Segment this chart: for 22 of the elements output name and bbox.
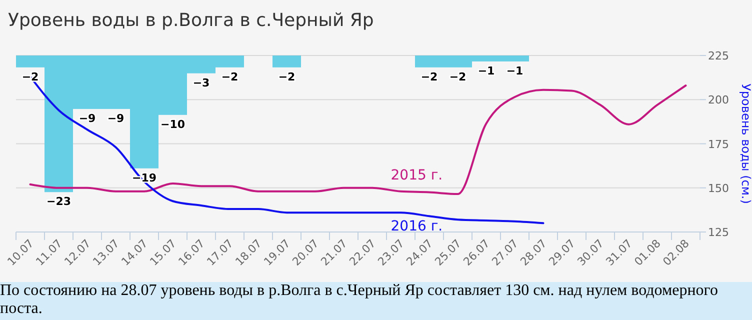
- data-label: −2: [449, 70, 466, 84]
- data-label: −2: [22, 70, 39, 84]
- data-label: −2: [278, 70, 296, 84]
- data-label: −1: [506, 64, 524, 78]
- text: По состоянию на 28.07 уровень воды в р.Волга в с.Черный Яр составляет 130 см. над нулем водомерного поста.: [0, 282, 752, 320]
- data-label: −2: [221, 70, 238, 84]
- data-label: −3: [192, 76, 210, 90]
- data-label: −9: [107, 112, 124, 125]
- chart-title: Уровень воды в р.Волга в с.Черный Яр: [8, 10, 374, 31]
- series-label: 2016 г.: [390, 218, 443, 235]
- y2-tick-label: 225: [708, 50, 729, 62]
- data-label: −1: [478, 64, 495, 78]
- y2-axis-title: Уровень воды (см.): [739, 84, 752, 204]
- y2-tick-label: 175: [708, 138, 729, 151]
- data-label: −10: [160, 118, 186, 131]
- series-label: 2015 г.: [390, 167, 443, 184]
- y2-tick-label: 200: [708, 94, 729, 107]
- data-label: −9: [78, 112, 96, 125]
- y2-tick-label: 125: [708, 226, 729, 239]
- data-label: −23: [46, 195, 72, 208]
- data-label: −2: [420, 70, 438, 84]
- y2-tick-label: 150: [708, 182, 729, 195]
